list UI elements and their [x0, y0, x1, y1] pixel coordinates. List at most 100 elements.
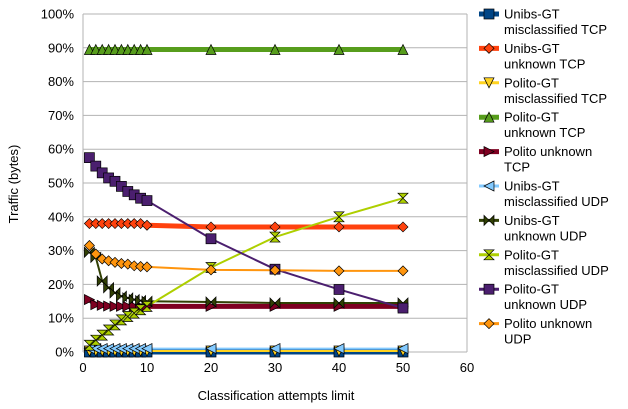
data-point [397, 192, 409, 204]
data-point [122, 300, 134, 312]
legend-label: Unibs-GT [504, 41, 560, 56]
y-axis-title: Traffic (bytes) [6, 145, 21, 224]
legend-label: Polito unknown [504, 144, 592, 159]
legend-label: UDP [504, 332, 531, 347]
y-tick-label: 60% [48, 142, 74, 157]
data-point [141, 219, 153, 231]
series-markers [83, 43, 409, 358]
data-point [205, 296, 217, 308]
data-point [269, 43, 281, 55]
data-point [84, 152, 95, 163]
data-point [483, 77, 495, 89]
x-tick-label: 30 [268, 360, 282, 375]
data-point [483, 111, 495, 123]
data-point [397, 43, 409, 55]
legend-label: misclassified UDP [504, 263, 609, 278]
data-point [333, 265, 345, 277]
y-tick-label: 50% [48, 176, 74, 191]
data-point [205, 233, 217, 245]
data-point [333, 284, 345, 295]
data-point [397, 265, 409, 277]
data-point [96, 329, 109, 341]
y-tick-label: 30% [48, 243, 74, 258]
data-point [483, 249, 495, 261]
legend-label: Unibs-GT [504, 7, 560, 22]
data-point [333, 221, 345, 233]
data-point [90, 299, 102, 311]
data-point [269, 297, 281, 309]
data-point [269, 264, 281, 276]
data-point [205, 43, 217, 55]
y-tick-labels: 0% 10% 20% 30% 40% 50% 60% 70% 80% 90% 100% [41, 7, 75, 360]
data-point [83, 339, 96, 351]
x-axis-title: Classification attempts limit [198, 388, 355, 403]
data-point [483, 214, 495, 227]
data-point [89, 334, 102, 346]
y-tick-label: 0% [55, 345, 74, 360]
data-point [483, 8, 495, 20]
data-point [90, 160, 102, 172]
data-point [102, 324, 115, 336]
x-tick-label: 20 [204, 360, 218, 375]
legend-label: Unibs-GT [504, 213, 560, 228]
data-point [269, 221, 281, 233]
x-tick-label: 40 [332, 360, 346, 375]
legend-label: Polito-GT [504, 247, 559, 262]
x-tick-label: 0 [79, 360, 86, 375]
data-point [141, 261, 153, 273]
legend-label: Polito unknown [504, 316, 592, 331]
data-point [205, 221, 217, 233]
legend-label: Unibs-GT [504, 179, 560, 194]
series-line [88, 157, 404, 310]
y-tick-label: 70% [48, 108, 74, 123]
data-point [483, 180, 495, 192]
data-point [269, 343, 281, 355]
y-tick-label: 90% [48, 40, 74, 55]
data-point [84, 294, 96, 306]
data-point [96, 299, 108, 311]
x-tick-labels: 0 10 20 30 40 50 60 [79, 360, 474, 375]
data-point [483, 318, 495, 330]
data-point [333, 343, 345, 355]
data-point [333, 211, 345, 223]
data-point [109, 300, 121, 312]
legend-label: Polito-GT [504, 75, 559, 90]
legend-label: unknown UDP [504, 297, 587, 312]
data-point [483, 283, 495, 295]
data-point [333, 297, 345, 309]
data-point [83, 240, 95, 252]
data-point [483, 42, 495, 54]
data-point [141, 43, 153, 55]
legend-label: Polito-GT [504, 110, 559, 125]
legend-label: TCP [504, 160, 530, 175]
data-point [269, 231, 281, 243]
legend-label: Polito-GT [504, 282, 559, 297]
y-tick-label: 40% [48, 209, 74, 224]
x-tick-label: 10 [140, 360, 154, 375]
data-point [205, 343, 217, 355]
y-tick-label: 10% [48, 311, 74, 326]
legend-label: unknown TCP [504, 125, 585, 140]
data-point [333, 43, 345, 55]
data-point [141, 301, 153, 312]
data-point [103, 300, 115, 312]
x-tick-label: 60 [460, 360, 474, 375]
data-point [397, 302, 409, 314]
y-tick-label: 100% [41, 7, 75, 22]
data-point [116, 300, 128, 312]
legend-label: misclassified TCP [504, 22, 607, 37]
x-tick-label: 50 [396, 360, 410, 375]
data-point [397, 343, 409, 355]
data-point [109, 319, 121, 331]
legend-label: unknown UDP [504, 228, 587, 243]
data-point [483, 146, 495, 158]
y-tick-label: 80% [48, 74, 74, 89]
data-point [205, 264, 217, 276]
legend-label: unknown TCP [504, 56, 585, 71]
y-tick-label: 20% [48, 277, 74, 292]
data-point [141, 343, 153, 355]
legend-label: misclassified TCP [504, 91, 607, 106]
